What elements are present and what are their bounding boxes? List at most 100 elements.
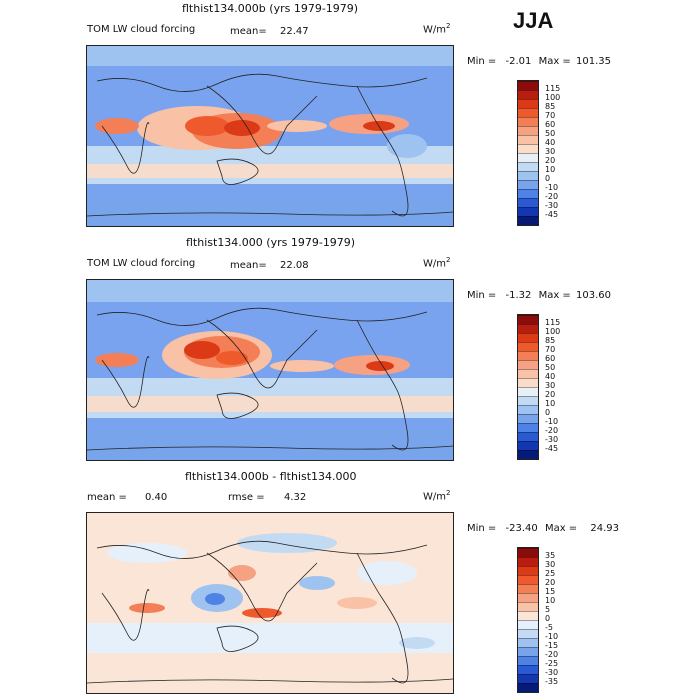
panel-2-colorbar-label: 60 [545, 354, 556, 363]
panel-3-colorbar-swatch [518, 674, 538, 683]
season-label: JJA [513, 8, 554, 33]
panel-3-mean-label: mean = [87, 492, 127, 503]
panel-2-colorbar-label: -30 [545, 435, 559, 444]
panel-2-colorbar-swatch [518, 378, 538, 387]
panel-2-units: W/m2 [423, 256, 450, 269]
panel-2-colorbar-label: 100 [545, 327, 561, 336]
panel-3-colorbar-label: -30 [545, 668, 559, 677]
panel-2-colorbar-swatch [518, 324, 538, 333]
panel-1-mean-label: mean= [230, 26, 267, 37]
panel-2-max-value: 103.60 [575, 290, 611, 301]
panel-2-colorbar-label: 10 [545, 399, 556, 408]
panel-1-map [86, 45, 454, 227]
panel-2-colorbar-label: -10 [545, 417, 559, 426]
panel-1-colorbar-swatch [518, 153, 538, 162]
panel-1-colorbar-label: -45 [545, 210, 559, 219]
panel-2-colorbar-swatch [518, 441, 538, 450]
panel-1-colorbar-label: 115 [545, 84, 561, 93]
panel-1-units-base: W/m [423, 24, 446, 36]
panel-3-colorbar-label: -5 [545, 623, 553, 632]
panel-1-colorbar-swatch [518, 198, 538, 207]
panel-3-colorbar-swatch [518, 602, 538, 611]
panel-1-colorbar-label: 0 [545, 174, 551, 183]
panel-2-colorbar-swatch [518, 351, 538, 360]
panel-3-min-value: -23.40 [505, 523, 538, 534]
panel-3-colorbar-swatch [518, 656, 538, 665]
panel-3-colorbar-swatch [518, 566, 538, 575]
panel-1-colorbar-swatch [518, 162, 538, 171]
panel-2-units-base: W/m [423, 258, 446, 270]
panel-3-colorbar-label: 25 [545, 569, 556, 578]
panel-2-colorbar-label: 70 [545, 345, 556, 354]
panel-1-units: W/m2 [423, 22, 450, 35]
panel-3-colorbar-swatch [518, 584, 538, 593]
panel-1-title: flthist134.000b (yrs 1979-1979) [182, 2, 359, 15]
panel-1-colorbar-label: 70 [545, 111, 556, 120]
panel-3-colorbar-label: -10 [545, 632, 559, 641]
panel-2-colorbar-swatch [518, 333, 538, 342]
panel-1-colorbar-swatch [518, 126, 538, 135]
panel-3-min-label: Min = [467, 523, 497, 534]
panel-1-min-label: Min = [467, 56, 497, 67]
panel-1-colorbar-label: -10 [545, 183, 559, 192]
panel-2-colorbar-label: 85 [545, 336, 556, 345]
panel-2-min-value: -1.32 [505, 290, 532, 301]
panel-3-title: flthist134.000b - flthist134.000 [185, 470, 357, 483]
panel-2-map [86, 279, 454, 461]
panel-3-colorbar-label: 5 [545, 605, 551, 614]
panel-2-colorbar-swatch [518, 369, 538, 378]
panel-2-colorbar-label: 0 [545, 408, 551, 417]
panel-2-title: flthist134.000 (yrs 1979-1979) [186, 236, 356, 249]
panel-3-colorbar-swatch [518, 665, 538, 674]
panel-2-colorbar-swatch [518, 342, 538, 351]
panel-1-mean-value: 22.47 [280, 26, 309, 37]
panel-1-max-label: Max = [538, 56, 571, 67]
panel-1-colorbar-label: 10 [545, 165, 556, 174]
panel-3-colorbar-swatch [518, 629, 538, 638]
panel-3-colorbar-label: 10 [545, 596, 556, 605]
panel-3-mean-value: 0.40 [145, 492, 168, 503]
panel-1-colorbar-label: 60 [545, 120, 556, 129]
panel-3-max-label: Max = [544, 523, 578, 534]
panel-1-colorbar-swatch [518, 108, 538, 117]
panel-3-colorbar-swatch [518, 611, 538, 620]
panel-3-max-value: 24.93 [590, 523, 619, 534]
panel-1-colorbar-swatch [518, 135, 538, 144]
panel-3-colorbar-label: -15 [545, 641, 559, 650]
panel-3-colorbar [517, 547, 539, 693]
panel-2-minmax: Min = -1.32 Max = 103.60 [467, 290, 611, 301]
panel-1-colorbar-label: 40 [545, 138, 556, 147]
panel-1-colorbar-swatch [518, 117, 538, 126]
panel-2-colorbar-label: 20 [545, 390, 556, 399]
panel-1-colorbar-swatch [518, 216, 538, 225]
panel-3-colorbar-swatch [518, 647, 538, 656]
panel-2-colorbar [517, 314, 539, 460]
panel-1-colorbar-label: -30 [545, 201, 559, 210]
panel-3-colorbar-label: 30 [545, 560, 556, 569]
panel-2-colorbar-swatch [518, 423, 538, 432]
panel-1-colorbar-swatch [518, 144, 538, 153]
panel-2-colorbar-label: 50 [545, 363, 556, 372]
panel-1-minmax: Min = -2.01 Max = 101.35 [467, 56, 611, 67]
panel-2-colorbar-swatch [518, 315, 538, 324]
panel-2-colorbar-swatch [518, 360, 538, 369]
panel-3-colorbar-label: 0 [545, 614, 551, 623]
panel-2-colorbar-swatch [518, 396, 538, 405]
panel-1-colorbar-swatch [518, 99, 538, 108]
panel-2-mean-value: 22.08 [280, 260, 309, 271]
panel-1-colorbar-swatch [518, 189, 538, 198]
panel-1-colorbar-swatch [518, 207, 538, 216]
panel-3-colorbar-label: -25 [545, 659, 559, 668]
panel-1-colorbar-label: 100 [545, 93, 561, 102]
panel-1-colorbar-label: 30 [545, 147, 556, 156]
panel-1-colorbar-swatch [518, 90, 538, 99]
panel-2-colorbar-swatch [518, 387, 538, 396]
panel-3-map [86, 512, 454, 694]
panel-1-max-value: 101.35 [575, 56, 611, 67]
panel-2-variable-label: TOM LW cloud forcing [87, 258, 196, 269]
panel-1-colorbar-swatch [518, 171, 538, 180]
panel-1-colorbar-swatch [518, 81, 538, 90]
panel-2-colorbar-label: -45 [545, 444, 559, 453]
panel-3-colorbar-swatch [518, 593, 538, 602]
panel-1-colorbar-label: 85 [545, 102, 556, 111]
